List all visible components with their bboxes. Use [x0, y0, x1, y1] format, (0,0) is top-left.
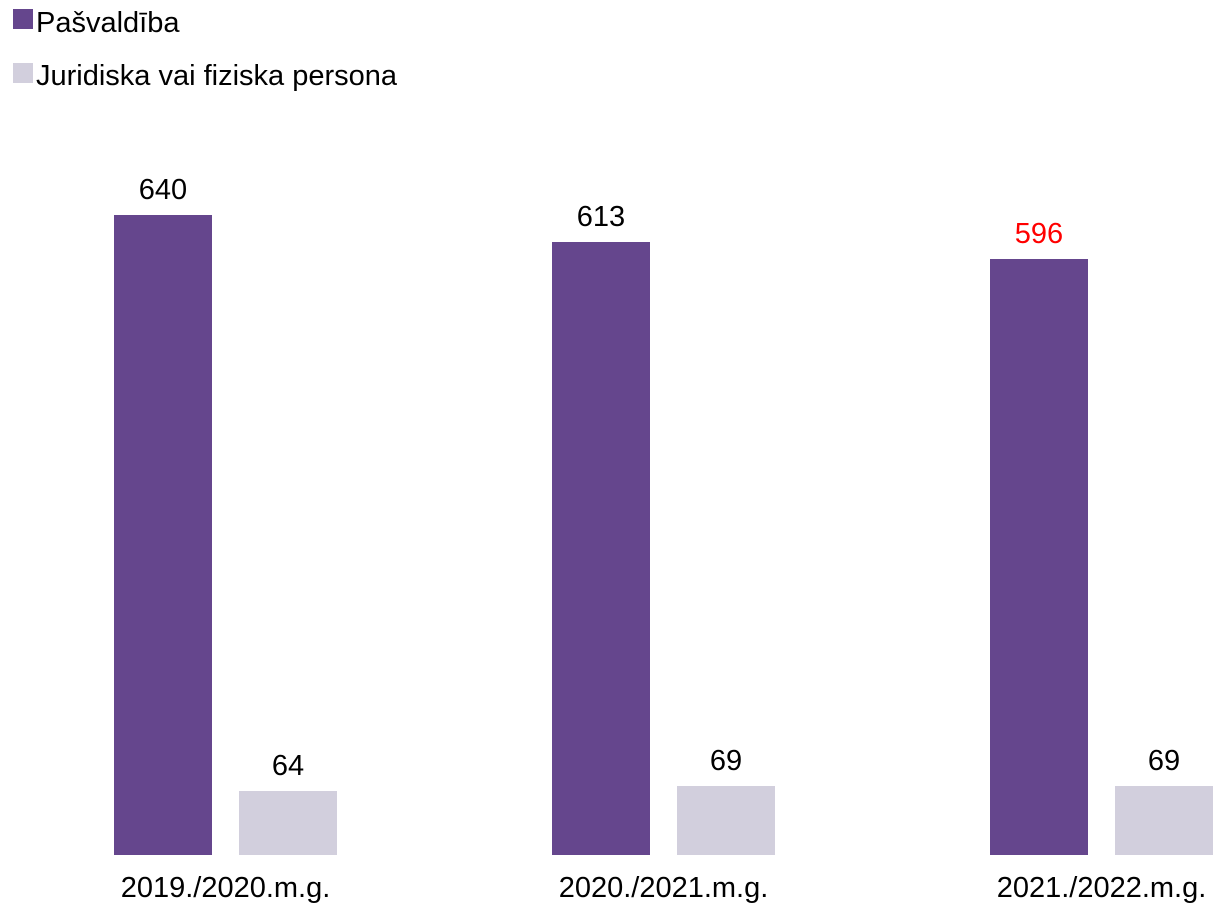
x-tick-label-3: 2021./2022.m.g.	[997, 872, 1207, 904]
bar-1-2	[552, 242, 650, 855]
bar-2-2	[677, 786, 775, 855]
x-tick-label-2: 2020./2021.m.g.	[559, 872, 769, 904]
bar-2-1	[239, 791, 337, 855]
legend-label-2: Juridiska vai fiziska persona	[36, 60, 398, 92]
data-labels-group: 640 64 613 69 596 69	[139, 174, 1180, 782]
data-label-2-3: 69	[1148, 745, 1180, 777]
data-label-2-2: 69	[710, 745, 742, 777]
legend-swatch-1	[13, 9, 33, 29]
data-label-1-2: 613	[577, 201, 625, 233]
x-axis-tick-labels: 2019./2020.m.g. 2020./2021.m.g. 2021./2022…	[121, 872, 1207, 904]
chart-legend: Pašvaldība Juridiska vai fiziska persona	[13, 7, 398, 92]
data-label-1-1: 640	[139, 174, 187, 206]
data-label-2-1: 64	[272, 750, 304, 782]
x-tick-label-1: 2019./2020.m.g.	[121, 872, 331, 904]
bars-group	[114, 215, 1213, 855]
bar-1-1	[114, 215, 212, 855]
data-label-1-3: 596	[1015, 218, 1063, 250]
bar-1-3	[990, 259, 1088, 855]
legend-swatch-2	[13, 63, 33, 83]
bar-2-3	[1115, 786, 1213, 855]
legend-label-1: Pašvaldība	[36, 7, 180, 39]
